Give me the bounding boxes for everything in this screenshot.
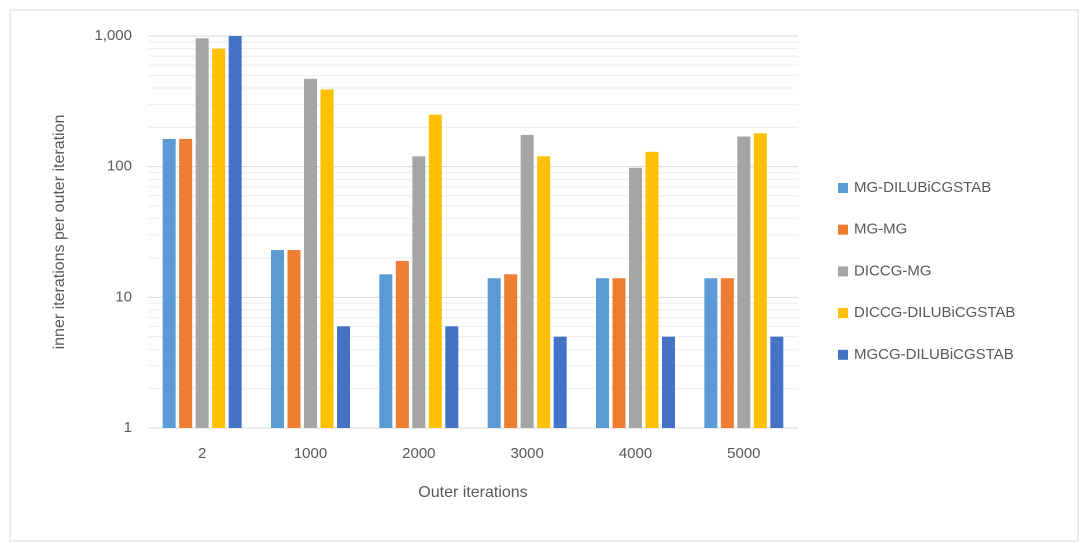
legend-swatch: [838, 183, 848, 193]
bar: [304, 78, 317, 428]
legend-swatch: [838, 349, 848, 360]
bar: [720, 278, 734, 428]
bar: [520, 134, 534, 428]
bar: [228, 36, 242, 428]
bar: [662, 336, 675, 428]
legend-label: DICCG-DILUBiCGSTAB: [854, 304, 1015, 321]
x-tick-label: 2000: [402, 445, 435, 462]
bar: [596, 278, 609, 428]
bar: [445, 326, 459, 428]
bar: [395, 260, 409, 428]
bar: [737, 136, 751, 428]
bar: [162, 138, 176, 428]
x-tick-label: 5000: [727, 445, 760, 462]
bar: [320, 89, 334, 428]
bar: [487, 278, 501, 428]
bar: [379, 274, 393, 428]
legend-label: MG-DILUBiCGSTAB: [854, 179, 991, 196]
legend-label: MGCG-DILUBiCGSTAB: [854, 346, 1014, 363]
x-tick-label: 2: [198, 445, 206, 462]
bar: [504, 274, 518, 428]
legend-label: MG-MG: [854, 221, 907, 238]
legend-swatch: [838, 308, 848, 319]
bar: [337, 326, 350, 428]
x-tick-label: 4000: [619, 445, 652, 462]
bar: [629, 167, 642, 429]
legend-swatch: [838, 266, 848, 277]
bar: [412, 156, 426, 428]
x-axis-label: Outer iterations: [418, 484, 527, 501]
bar: [212, 48, 226, 429]
bar: [753, 133, 767, 428]
bar: [428, 114, 442, 428]
legend-label: DICCG-MG: [854, 262, 932, 279]
bar: [645, 151, 659, 428]
bar: [612, 278, 626, 428]
y-tick-label: 100: [107, 158, 132, 175]
y-tick-label: 10: [115, 288, 132, 305]
y-tick-label: 1,000: [94, 27, 132, 44]
bar: [537, 156, 551, 428]
y-axis-label: inner iterations per outer iteration: [51, 115, 68, 350]
bar: [553, 336, 567, 428]
legend-swatch: [838, 224, 848, 235]
bar: [195, 38, 209, 428]
bar: [179, 138, 193, 428]
x-tick-label: 1000: [294, 445, 327, 462]
bar: [271, 250, 284, 428]
y-tick-label: 1: [124, 419, 132, 436]
bar: [287, 250, 301, 428]
bar: [704, 278, 718, 428]
x-tick-label: 3000: [510, 445, 543, 462]
bar: [770, 336, 784, 428]
